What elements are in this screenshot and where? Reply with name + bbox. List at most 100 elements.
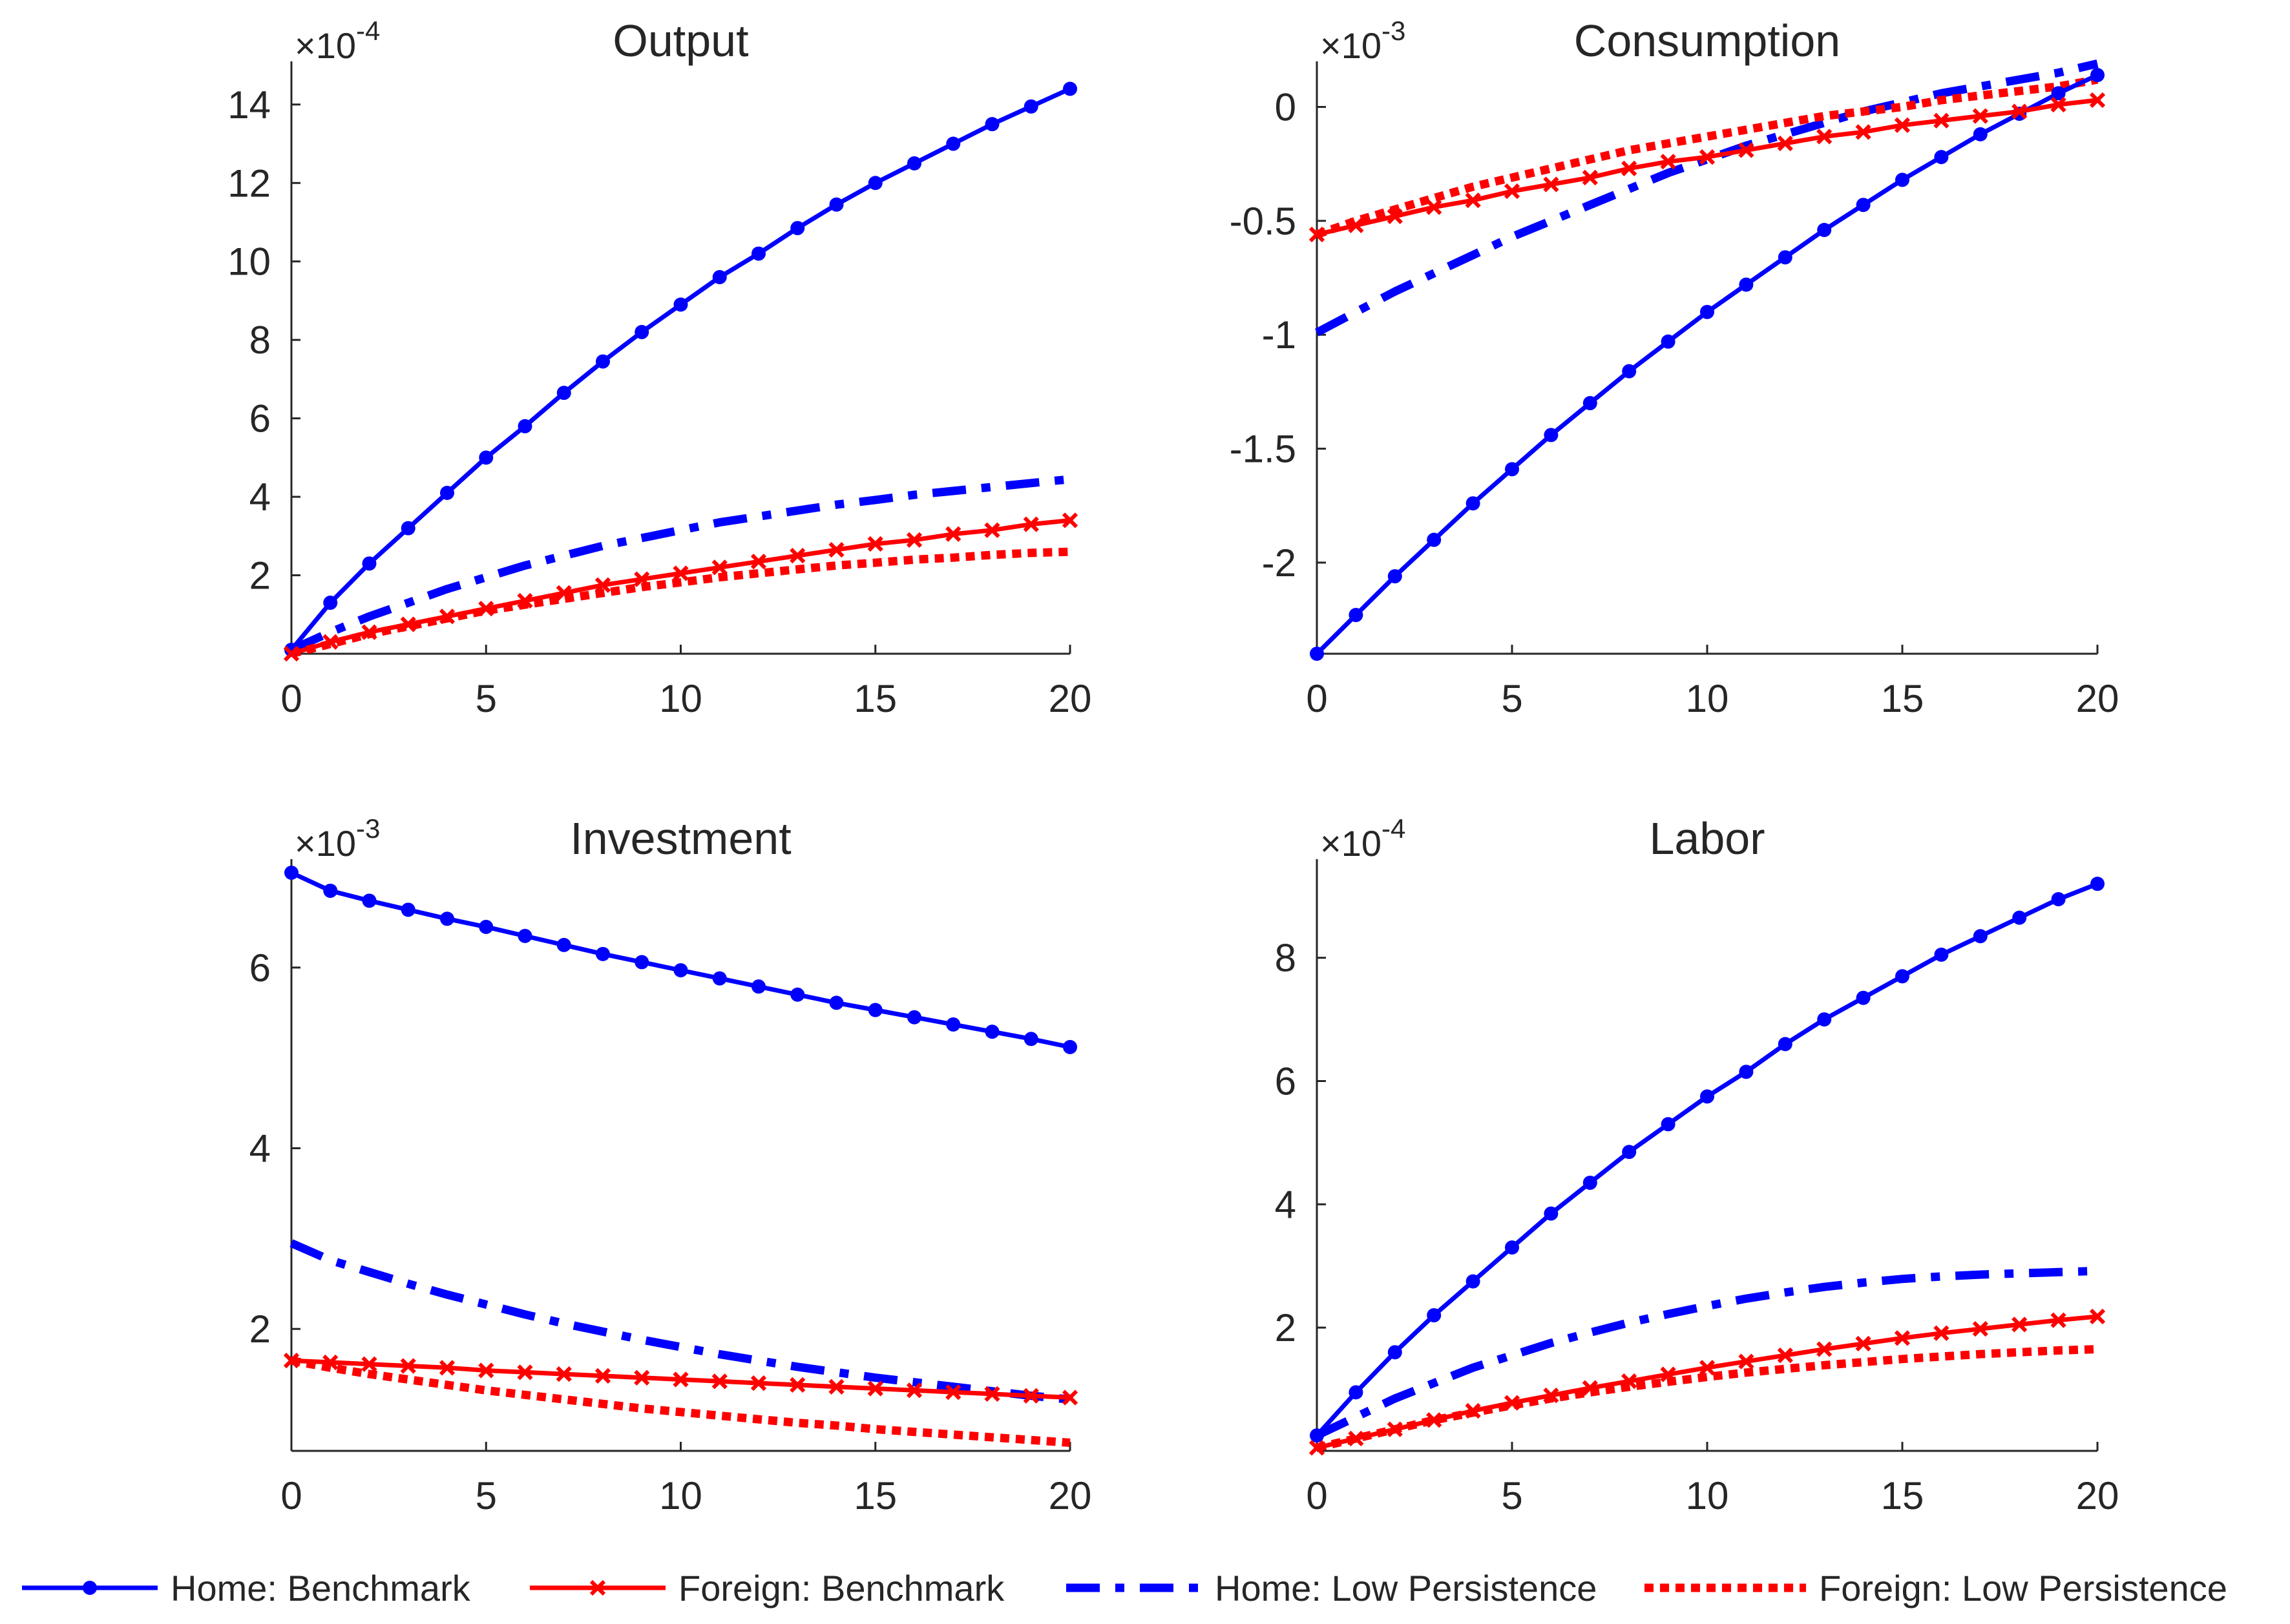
data-point-foreign-benchmark [1777,1347,1793,1364]
axis-exponent-label: ×10-4 [295,16,380,66]
data-point-home-benchmark [1739,1065,1754,1079]
x-marker-stroke [828,1379,845,1395]
data-point-home-benchmark [751,979,766,994]
data-point-home-benchmark [1817,222,1832,237]
data-point-foreign-benchmark [322,1354,339,1371]
legend-item: Home: Low Persistence [1066,1568,1597,1608]
x-marker-stroke [1504,183,1520,200]
x-marker-stroke [361,1356,377,1372]
x-marker-stroke [361,624,377,640]
data-point-home-benchmark [2051,86,2066,101]
series-line-foreign-low-persistence [1316,1345,2098,1452]
data-point-foreign-benchmark [1660,1366,1676,1382]
x-marker-stroke [1933,1325,1949,1341]
x-marker-stroke [867,1380,883,1397]
axis-exponent-label: ×10-3 [1320,16,1405,66]
x-tick-label: 5 [1501,1474,1522,1517]
data-point-home-benchmark [1895,969,1909,984]
legend-item: Foreign: Low Persistence [1644,1568,2227,1608]
data-point-home-benchmark [284,865,299,880]
data-point-foreign-benchmark [1308,226,1325,243]
series-line-home-low-persistence [1315,1266,2098,1439]
data-point-foreign-benchmark [1062,1390,1078,1406]
data-point-foreign-benchmark [400,1358,416,1374]
data-point-foreign-benchmark [790,1377,806,1393]
data-point-foreign-benchmark [2012,1317,2028,1333]
x-marker-stroke [2089,1308,2106,1325]
data-point-home-benchmark [790,221,805,236]
data-point-home-benchmark [323,596,338,610]
data-point-home-benchmark [1505,462,1519,477]
data-point-foreign-benchmark [828,1379,845,1395]
x-marker-stroke [1621,1373,1637,1390]
data-point-foreign-benchmark [361,1356,377,1372]
data-point-home-benchmark [1387,1345,1402,1360]
x-tick-label: 0 [280,1474,302,1517]
data-point-foreign-benchmark [2050,1312,2066,1328]
data-point-home-benchmark [673,963,688,978]
data-point-foreign-benchmark [1816,129,1833,145]
data-point-foreign-benchmark [984,1386,1000,1402]
data-point-home-benchmark [712,971,727,986]
panel-output: 0 5 10 15 20 2 4 6 8 10 12 14 ×10-4 Output [227,16,1091,720]
data-point-foreign-benchmark [673,1371,689,1388]
data-point-home-benchmark [1973,929,1988,944]
x-marker-stroke [1816,1341,1833,1357]
legend-label: Home: Low Persistence [1215,1568,1597,1608]
data-point-home-benchmark [1063,81,1077,96]
x-marker-stroke [1699,149,1716,165]
x-tick-label: 0 [1306,1474,1327,1517]
data-point-home-benchmark [2051,892,2066,907]
data-point-foreign-benchmark [361,624,377,640]
data-point-foreign-benchmark [1387,208,1403,224]
x-marker-stroke [1972,1320,1988,1337]
data-point-foreign-benchmark [594,1368,611,1384]
legend-marker-dot [83,1581,97,1595]
data-point-foreign-benchmark [1855,124,1871,140]
data-point-foreign-benchmark [945,1384,961,1400]
data-point-foreign-benchmark [1504,1395,1520,1411]
x-tick-label: 20 [2076,677,2119,720]
x-marker-stroke [556,1366,572,1382]
data-point-foreign-benchmark [906,532,923,548]
data-point-home-benchmark [907,1010,921,1025]
data-point-foreign-benchmark [2089,1308,2106,1325]
data-point-home-benchmark [2090,68,2105,83]
data-point-foreign-benchmark [556,1366,572,1382]
x-marker-stroke [1660,154,1676,170]
data-point-home-benchmark [1310,1428,1324,1443]
data-point-foreign-benchmark [1894,117,1911,133]
data-point-foreign-benchmark [1972,108,1988,124]
x-marker-stroke [790,548,806,564]
x-marker-stroke [1465,193,1481,209]
x-marker-stroke [867,536,883,552]
x-marker-stroke [1504,1395,1520,1411]
x-marker-stroke [322,634,339,650]
x-marker-stroke [322,1354,339,1371]
data-point-home-benchmark [2090,877,2105,891]
x-marker-stroke [1023,1388,1039,1404]
x-marker-stroke [594,1368,611,1384]
data-point-foreign-benchmark [1582,169,1598,185]
y-tick-label: -1 [1262,313,1296,357]
series-line-foreign-benchmark [290,518,1071,656]
x-marker-stroke [439,1360,456,1376]
data-point-home-benchmark [751,246,766,261]
data-point-foreign-benchmark [1348,217,1364,234]
x-marker-stroke [1894,117,1911,133]
x-marker-stroke [945,1384,961,1400]
data-point-foreign-benchmark [1816,1341,1833,1357]
panel-investment: 0 5 10 15 20 2 4 6 ×10-3 Investment [249,813,1092,1517]
data-point-home-benchmark [323,883,338,898]
x-marker-stroke [2050,1312,2066,1328]
x-marker-stroke [1387,1421,1403,1437]
data-point-foreign-benchmark [711,559,728,576]
x-tick-label: 15 [1881,677,1924,720]
data-point-foreign-benchmark [2050,96,2066,113]
y-tick-label: 4 [249,475,271,519]
x-marker-stroke [945,526,961,542]
series-line-foreign-low-persistence [290,1356,1071,1447]
data-point-home-benchmark [1778,1037,1792,1052]
data-point-home-benchmark [1739,277,1754,292]
x-marker-stroke [673,565,689,581]
